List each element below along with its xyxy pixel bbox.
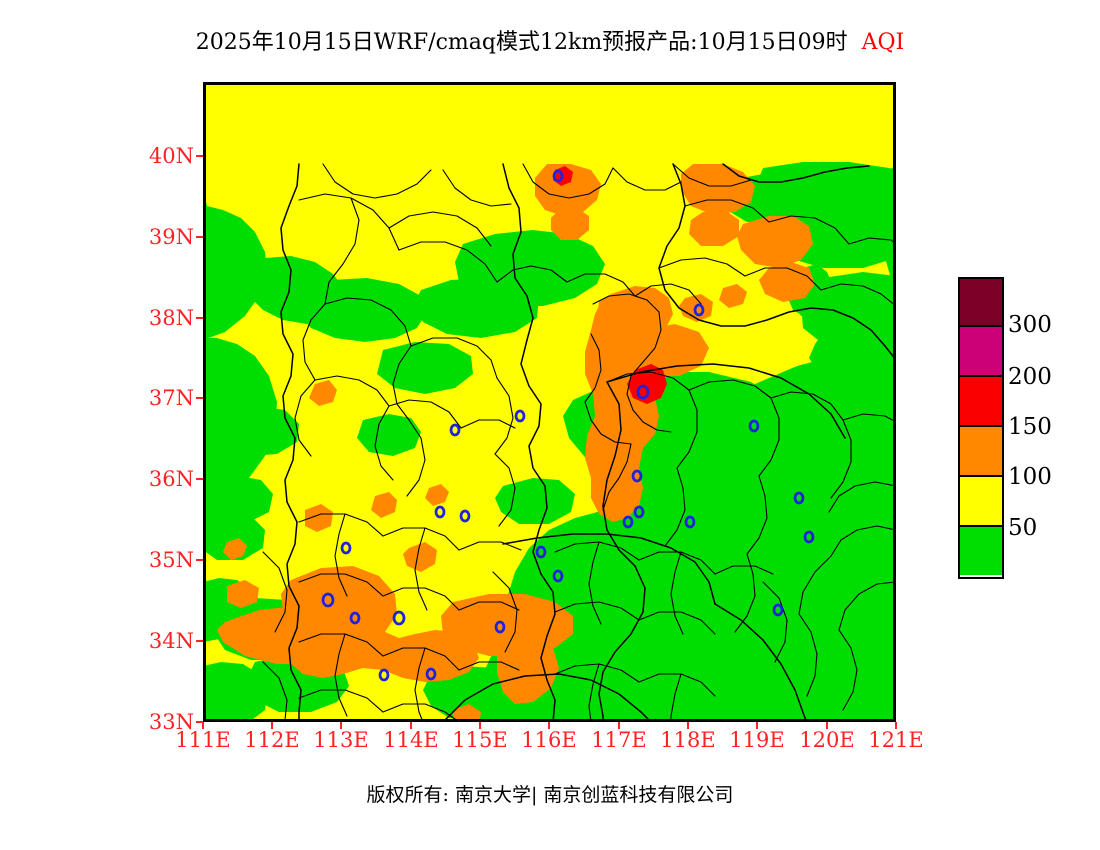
page-title: 2025年10月15日WRF/cmaq模式12km预报产品:10月15日09时 A… bbox=[0, 24, 1100, 56]
y-tick bbox=[196, 397, 203, 399]
province-boundaries bbox=[280, 163, 896, 722]
copyright-footer: 版权所有: 南京大学| 南京创蓝科技有限公司 bbox=[366, 784, 734, 806]
county-boundaries-taiyuan bbox=[584, 293, 672, 511]
x-axis-label: 117E bbox=[591, 728, 647, 752]
x-tick bbox=[826, 722, 828, 729]
title-variable: AQI bbox=[861, 30, 905, 55]
x-tick bbox=[410, 722, 412, 729]
colorbar-tick-100: 100 bbox=[1008, 464, 1052, 490]
y-axis-label: 34N bbox=[148, 629, 194, 653]
x-tick bbox=[756, 722, 758, 729]
colorbar-band-150-200 bbox=[960, 377, 1002, 427]
y-axis-label: 36N bbox=[148, 467, 194, 491]
x-axis-label: 118E bbox=[660, 728, 716, 752]
x-tick bbox=[895, 722, 897, 729]
title-text: 2025年10月15日WRF/cmaq模式12km预报产品:10月15日09时 bbox=[195, 30, 848, 55]
colorbar-band-50-100 bbox=[960, 477, 1002, 527]
y-axis-label: 39N bbox=[148, 225, 194, 249]
colorbar-tick-50: 50 bbox=[1008, 515, 1038, 541]
colorbar-band-0-50 bbox=[960, 527, 1002, 575]
x-axis-label: 121E bbox=[868, 728, 924, 752]
x-axis-label: 114E bbox=[383, 728, 439, 752]
county-boundaries-se bbox=[554, 541, 788, 722]
colorbar-tick-150: 150 bbox=[1008, 414, 1052, 440]
x-tick bbox=[687, 722, 689, 729]
x-tick bbox=[548, 722, 550, 729]
y-tick bbox=[196, 721, 203, 723]
station-markers[interactable] bbox=[321, 169, 815, 682]
x-tick bbox=[618, 722, 620, 729]
aqi-contour-plot bbox=[203, 82, 896, 722]
y-axis-label: 37N bbox=[148, 386, 194, 410]
aqi-colorbar[interactable] bbox=[958, 277, 1004, 579]
y-tick bbox=[196, 317, 203, 319]
y-tick bbox=[196, 640, 203, 642]
colorbar-band-100-150 bbox=[960, 427, 1002, 477]
y-tick bbox=[196, 559, 203, 561]
x-tick bbox=[202, 722, 204, 729]
county-boundaries-ne bbox=[606, 163, 896, 711]
y-tick bbox=[196, 155, 203, 157]
y-axis-label: 40N bbox=[148, 144, 194, 168]
colorbar-tick-200: 200 bbox=[1008, 364, 1052, 390]
y-axis-label: 35N bbox=[148, 548, 194, 572]
colorbar-tick-300: 300 bbox=[1008, 312, 1052, 338]
x-tick bbox=[340, 722, 342, 729]
x-axis-label: 111E bbox=[175, 728, 231, 752]
y-tick bbox=[196, 236, 203, 238]
x-axis-label: 119E bbox=[729, 728, 785, 752]
county-boundaries-sw bbox=[262, 513, 522, 722]
colorbar-band-200-300 bbox=[960, 327, 1002, 377]
aqi-map[interactable] bbox=[203, 82, 896, 722]
county-boundaries-nw bbox=[294, 163, 702, 527]
x-axis-label: 112E bbox=[244, 728, 300, 752]
x-axis-label: 115E bbox=[452, 728, 508, 752]
y-tick bbox=[196, 478, 203, 480]
x-axis-label: 116E bbox=[521, 728, 577, 752]
x-tick bbox=[271, 722, 273, 729]
y-axis-label: 33N bbox=[148, 710, 194, 734]
x-tick bbox=[479, 722, 481, 729]
administrative-boundaries bbox=[262, 163, 896, 722]
colorbar-band-300plus bbox=[960, 279, 1002, 327]
y-axis-label: 38N bbox=[148, 306, 194, 330]
x-axis-label: 120E bbox=[799, 728, 855, 752]
x-axis-label: 113E bbox=[313, 728, 369, 752]
